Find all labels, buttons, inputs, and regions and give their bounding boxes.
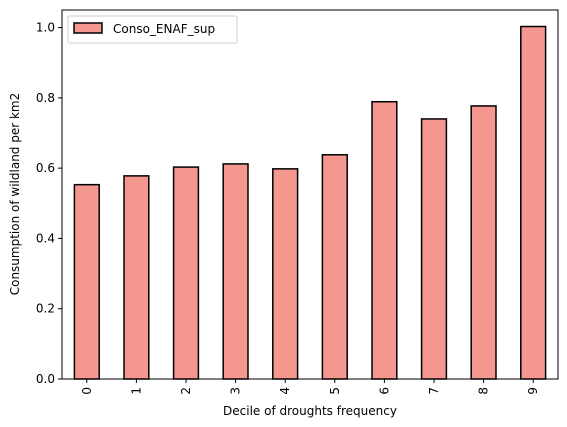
x-tick-label: 8 — [477, 387, 491, 395]
y-tick-label: 1.0 — [36, 21, 55, 35]
x-tick-label: 2 — [179, 387, 193, 395]
legend-swatch — [74, 23, 102, 33]
x-tick-label: 7 — [427, 387, 441, 395]
bar-0 — [74, 185, 99, 379]
x-tick-label: 6 — [377, 387, 391, 395]
x-tick-label: 3 — [229, 387, 243, 395]
x-tick-label: 4 — [278, 387, 292, 395]
y-tick-label: 0.6 — [36, 161, 55, 175]
x-axis-label: Decile of droughts frequency — [223, 404, 397, 418]
bar-5 — [322, 155, 347, 379]
bar-7 — [422, 119, 447, 379]
legend-label: Conso_ENAF_sup — [113, 22, 215, 36]
x-tick-label: 1 — [129, 387, 143, 395]
y-tick-label: 0.4 — [36, 231, 55, 245]
bar-4 — [273, 169, 298, 379]
bar-3 — [223, 164, 248, 379]
bar-8 — [471, 106, 496, 379]
y-tick-label: 0.2 — [36, 302, 55, 316]
bar-6 — [372, 102, 397, 379]
bar-1 — [124, 176, 149, 379]
y-tick-label: 0.8 — [36, 91, 55, 105]
bar-2 — [174, 167, 199, 379]
legend: Conso_ENAF_sup — [68, 16, 237, 43]
x-tick-label: 9 — [526, 387, 540, 395]
y-tick-label: 0.0 — [36, 372, 55, 386]
x-tick-label: 5 — [328, 387, 342, 395]
x-tick-label: 0 — [80, 387, 94, 395]
bar-9 — [521, 27, 546, 379]
y-axis-label: Consumption of wildland per km2 — [8, 93, 22, 296]
